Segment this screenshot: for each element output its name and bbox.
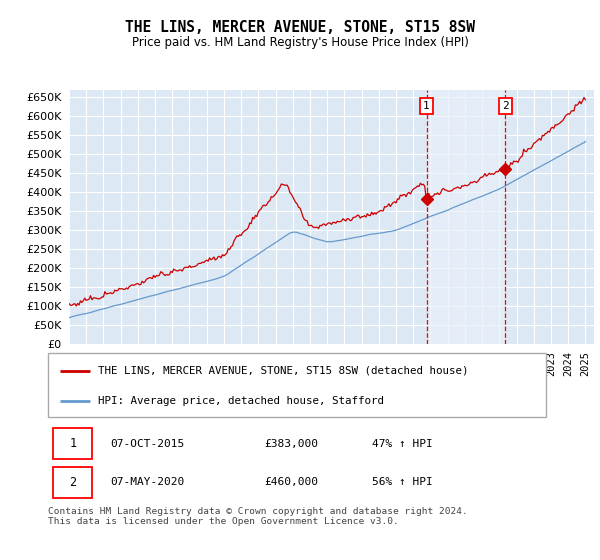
Text: Price paid vs. HM Land Registry's House Price Index (HPI): Price paid vs. HM Land Registry's House … <box>131 36 469 49</box>
Text: 47% ↑ HPI: 47% ↑ HPI <box>372 438 433 449</box>
Text: £460,000: £460,000 <box>264 478 318 488</box>
Text: 07-MAY-2020: 07-MAY-2020 <box>110 478 184 488</box>
Text: 2: 2 <box>69 476 76 489</box>
Text: 2: 2 <box>502 101 509 111</box>
Text: THE LINS, MERCER AVENUE, STONE, ST15 8SW: THE LINS, MERCER AVENUE, STONE, ST15 8SW <box>125 20 475 35</box>
Text: 07-OCT-2015: 07-OCT-2015 <box>110 438 184 449</box>
FancyBboxPatch shape <box>53 468 92 497</box>
Text: £383,000: £383,000 <box>264 438 318 449</box>
Text: 1: 1 <box>423 101 430 111</box>
Text: THE LINS, MERCER AVENUE, STONE, ST15 8SW (detached house): THE LINS, MERCER AVENUE, STONE, ST15 8SW… <box>98 366 469 376</box>
Text: HPI: Average price, detached house, Stafford: HPI: Average price, detached house, Staf… <box>98 396 384 406</box>
Text: 1: 1 <box>69 437 76 450</box>
Bar <box>427 90 505 344</box>
FancyBboxPatch shape <box>53 428 92 459</box>
Text: Contains HM Land Registry data © Crown copyright and database right 2024.
This d: Contains HM Land Registry data © Crown c… <box>48 507 468 526</box>
FancyBboxPatch shape <box>48 353 546 417</box>
Text: 56% ↑ HPI: 56% ↑ HPI <box>372 478 433 488</box>
